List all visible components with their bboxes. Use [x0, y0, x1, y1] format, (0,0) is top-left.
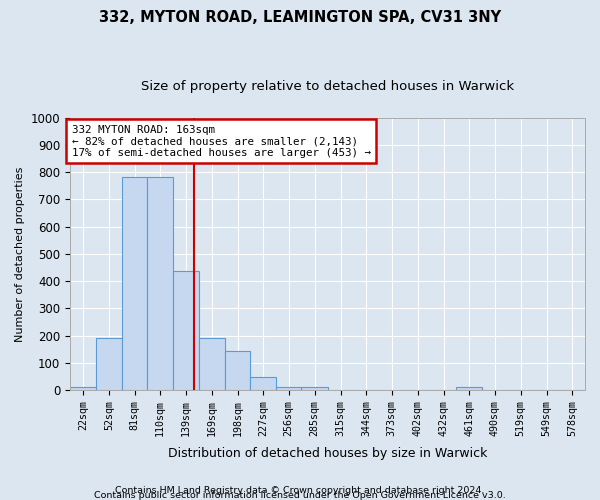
- Text: 332 MYTON ROAD: 163sqm
← 82% of detached houses are smaller (2,143)
17% of semi-: 332 MYTON ROAD: 163sqm ← 82% of detached…: [71, 124, 371, 158]
- Bar: [70, 387, 97, 390]
- Bar: [225, 351, 250, 390]
- Bar: [148, 177, 173, 390]
- Title: Size of property relative to detached houses in Warwick: Size of property relative to detached ho…: [141, 80, 514, 93]
- X-axis label: Distribution of detached houses by size in Warwick: Distribution of detached houses by size …: [168, 447, 487, 460]
- Bar: [173, 271, 199, 390]
- Text: 332, MYTON ROAD, LEAMINGTON SPA, CV31 3NY: 332, MYTON ROAD, LEAMINGTON SPA, CV31 3N…: [99, 10, 501, 25]
- Y-axis label: Number of detached properties: Number of detached properties: [15, 166, 25, 342]
- Bar: [97, 338, 122, 390]
- Text: Contains public sector information licensed under the Open Government Licence v3: Contains public sector information licen…: [94, 491, 506, 500]
- Text: Contains HM Land Registry data © Crown copyright and database right 2024.: Contains HM Land Registry data © Crown c…: [115, 486, 485, 495]
- Bar: [250, 378, 276, 390]
- Bar: [301, 388, 328, 390]
- Bar: [457, 388, 482, 390]
- Bar: [199, 338, 225, 390]
- Bar: [276, 387, 301, 390]
- Bar: [122, 177, 148, 390]
